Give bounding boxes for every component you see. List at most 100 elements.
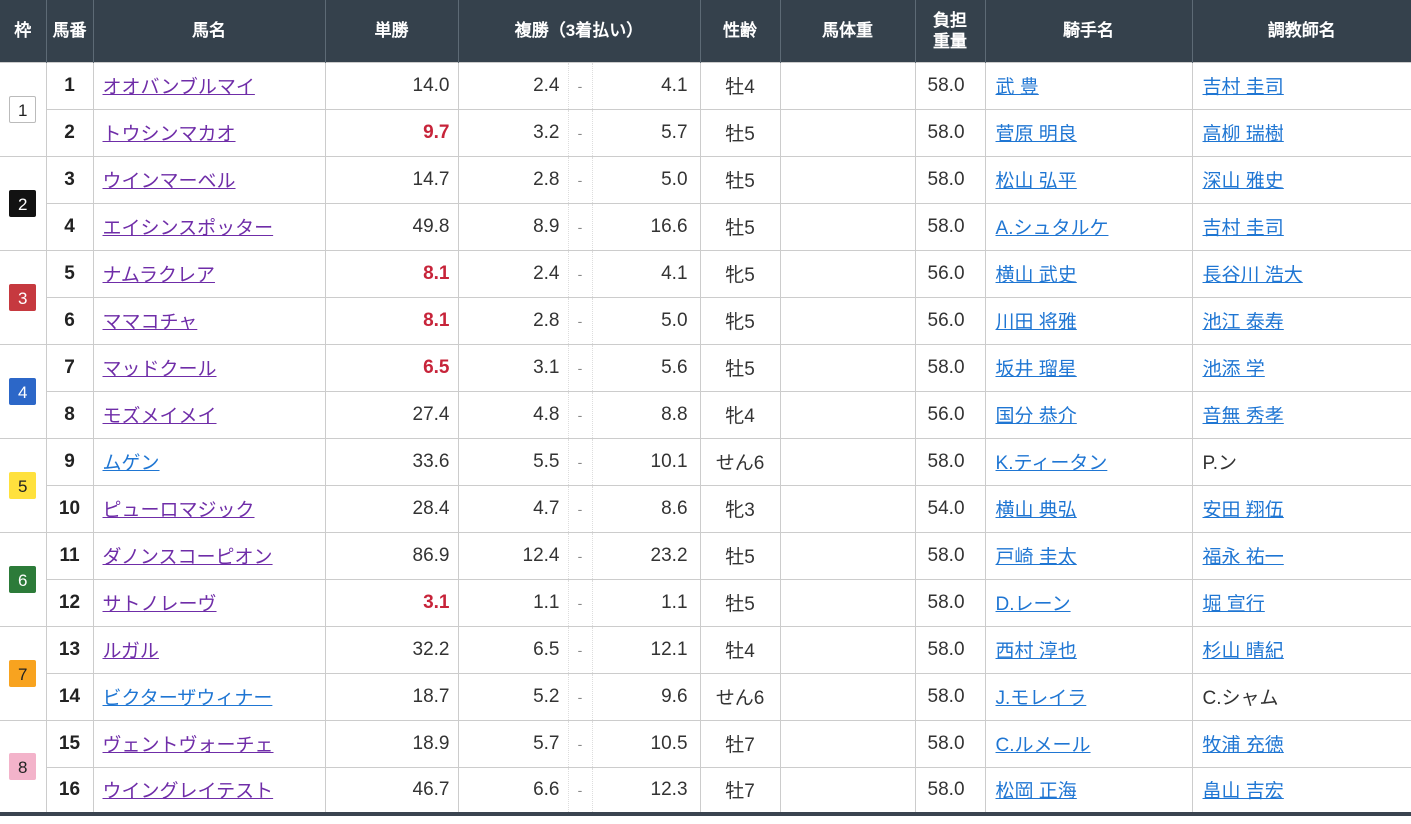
trainer-link[interactable]: 池添 学 bbox=[1202, 359, 1265, 380]
win-odds: 86.9 bbox=[324, 531, 459, 580]
horse-name-link[interactable]: ピューロマジック bbox=[102, 500, 255, 521]
horse-name-link[interactable]: ビクターザウィナー bbox=[102, 688, 273, 709]
col-header-load-weight: 負担 重量 bbox=[915, 0, 986, 62]
horse-name-link[interactable]: ウインマーベル bbox=[102, 171, 236, 192]
sex-age: 牡4 bbox=[699, 625, 781, 674]
horse-name-link[interactable]: エイシンスポッター bbox=[102, 218, 274, 239]
trainer-cell: 吉村 圭司 bbox=[1191, 61, 1411, 110]
trainer-link[interactable]: 深山 雅史 bbox=[1202, 171, 1284, 192]
horse-name-cell: トウシンマカオ bbox=[92, 108, 326, 157]
trainer-link[interactable]: 杉山 晴紀 bbox=[1202, 641, 1284, 662]
horse-name-link[interactable]: ナムラクレア bbox=[102, 265, 215, 286]
col-header-horse-name: 馬名 bbox=[93, 0, 326, 62]
horse-number: 13 bbox=[45, 625, 94, 674]
trainer-link[interactable]: 音無 秀孝 bbox=[1202, 406, 1284, 427]
body-weight bbox=[779, 672, 916, 721]
win-odds: 9.7 bbox=[324, 108, 459, 157]
horse-name-link[interactable]: ママコチャ bbox=[102, 312, 198, 333]
trainer-link[interactable]: 長谷川 浩大 bbox=[1202, 265, 1303, 286]
table-row: 8 15 ヴェントヴォーチェ 18.9 5.7 - 10.5 牡7 58.0 C… bbox=[0, 719, 1411, 815]
jockey-link[interactable]: 松岡 正海 bbox=[995, 781, 1077, 803]
horse-name-cell: ルガル bbox=[92, 625, 326, 674]
place-odds-max: 10.5 bbox=[591, 719, 701, 768]
horse-name-cell: ウイングレイテスト bbox=[92, 766, 326, 815]
horse-name-cell: ムゲン bbox=[92, 437, 326, 486]
frame-badge: 7 bbox=[9, 659, 37, 687]
place-odds-max: 23.2 bbox=[591, 531, 701, 580]
trainer-cell: 畠山 吉宏 bbox=[1191, 766, 1411, 815]
trainer-link[interactable]: 堀 宣行 bbox=[1202, 594, 1265, 615]
place-odds-separator: - bbox=[567, 61, 593, 110]
jockey-cell: 横山 武史 bbox=[984, 249, 1193, 298]
horse-name-link[interactable]: ムゲン bbox=[102, 453, 160, 474]
jockey-link[interactable]: A.シュタルケ bbox=[995, 218, 1109, 239]
jockey-cell: D.レーン bbox=[984, 578, 1193, 627]
load-weight: 58.0 bbox=[914, 61, 986, 110]
body-weight bbox=[779, 202, 916, 251]
load-weight: 58.0 bbox=[914, 202, 986, 251]
win-odds: 46.7 bbox=[324, 766, 459, 815]
horse-name-link[interactable]: ヴェントヴォーチェ bbox=[102, 735, 274, 756]
trainer-link[interactable]: 安田 翔伍 bbox=[1202, 500, 1284, 521]
jockey-link[interactable]: D.レーン bbox=[995, 594, 1071, 615]
trainer-link[interactable]: 福永 祐一 bbox=[1202, 547, 1284, 568]
trainer-link[interactable]: 畠山 吉宏 bbox=[1202, 781, 1284, 803]
load-weight: 58.0 bbox=[914, 108, 986, 157]
trainer-cell: 池江 泰寿 bbox=[1191, 296, 1411, 345]
horse-name-link[interactable]: モズメイメイ bbox=[102, 406, 217, 427]
place-odds-min: 4.7 bbox=[457, 484, 569, 533]
jockey-link[interactable]: 武 豊 bbox=[995, 77, 1039, 98]
jockey-link[interactable]: 戸崎 圭太 bbox=[995, 547, 1077, 568]
place-odds-min: 1.1 bbox=[457, 578, 569, 627]
place-odds-max: 5.0 bbox=[591, 155, 701, 204]
horse-name-link[interactable]: オオバンブルマイ bbox=[102, 77, 255, 98]
trainer-cell: 音無 秀孝 bbox=[1191, 390, 1411, 439]
jockey-link[interactable]: K.ティータン bbox=[995, 453, 1108, 474]
jockey-link[interactable]: C.ルメール bbox=[995, 735, 1091, 756]
jockey-link[interactable]: 松山 弘平 bbox=[995, 171, 1077, 192]
frame-badge: 2 bbox=[9, 189, 37, 217]
trainer-link[interactable]: 池江 泰寿 bbox=[1202, 312, 1284, 333]
horse-name-link[interactable]: ルガル bbox=[102, 641, 159, 662]
horse-name-cell: マッドクール bbox=[92, 343, 326, 392]
place-odds-min: 2.8 bbox=[457, 155, 569, 204]
load-weight: 58.0 bbox=[914, 578, 986, 627]
place-odds-min: 4.8 bbox=[457, 390, 569, 439]
sex-age: 牡5 bbox=[699, 155, 781, 204]
place-odds-min: 2.4 bbox=[457, 249, 569, 298]
jockey-link[interactable]: 菅原 明良 bbox=[995, 124, 1077, 145]
jockey-cell: J.モレイラ bbox=[984, 672, 1193, 721]
trainer-link[interactable]: 高柳 瑞樹 bbox=[1202, 124, 1284, 145]
place-odds-max: 5.0 bbox=[591, 296, 701, 345]
place-odds-separator: - bbox=[567, 390, 593, 439]
jockey-link[interactable]: 西村 淳也 bbox=[995, 641, 1077, 662]
col-header-body-weight: 馬体重 bbox=[780, 0, 916, 62]
col-header-jockey: 騎手名 bbox=[985, 0, 1193, 62]
place-odds-min: 6.6 bbox=[457, 766, 569, 815]
trainer-cell: 高柳 瑞樹 bbox=[1191, 108, 1411, 157]
jockey-link[interactable]: 坂井 瑠星 bbox=[995, 359, 1077, 380]
jockey-link[interactable]: 国分 恭介 bbox=[995, 406, 1077, 427]
jockey-link[interactable]: J.モレイラ bbox=[995, 688, 1087, 709]
horse-name-link[interactable]: サトノレーヴ bbox=[102, 594, 217, 615]
frame-cell: 4 bbox=[0, 343, 47, 439]
horse-name-link[interactable]: ウイングレイテスト bbox=[102, 781, 274, 803]
place-odds-min: 6.5 bbox=[457, 625, 569, 674]
jockey-link[interactable]: 横山 典弘 bbox=[995, 500, 1077, 521]
horse-name-link[interactable]: マッドクール bbox=[102, 359, 217, 380]
place-odds-max: 4.1 bbox=[591, 249, 701, 298]
horse-name-link[interactable]: トウシンマカオ bbox=[102, 124, 236, 145]
trainer-link[interactable]: 吉村 圭司 bbox=[1202, 77, 1284, 98]
trainer-link[interactable]: 吉村 圭司 bbox=[1202, 218, 1284, 239]
frame-badge: 3 bbox=[9, 283, 37, 311]
jockey-link[interactable]: 横山 武史 bbox=[995, 265, 1077, 286]
trainer-cell: C.シャム bbox=[1191, 672, 1411, 721]
horse-name-link[interactable]: ダノンスコーピオン bbox=[102, 547, 273, 568]
place-odds-min: 2.4 bbox=[457, 61, 569, 110]
horse-number: 15 bbox=[45, 719, 94, 768]
load-weight: 54.0 bbox=[914, 484, 986, 533]
jockey-link[interactable]: 川田 将雅 bbox=[995, 312, 1077, 333]
trainer-link[interactable]: 牧浦 充徳 bbox=[1202, 735, 1284, 756]
sex-age: 牝4 bbox=[699, 390, 781, 439]
place-odds-separator: - bbox=[567, 437, 593, 486]
